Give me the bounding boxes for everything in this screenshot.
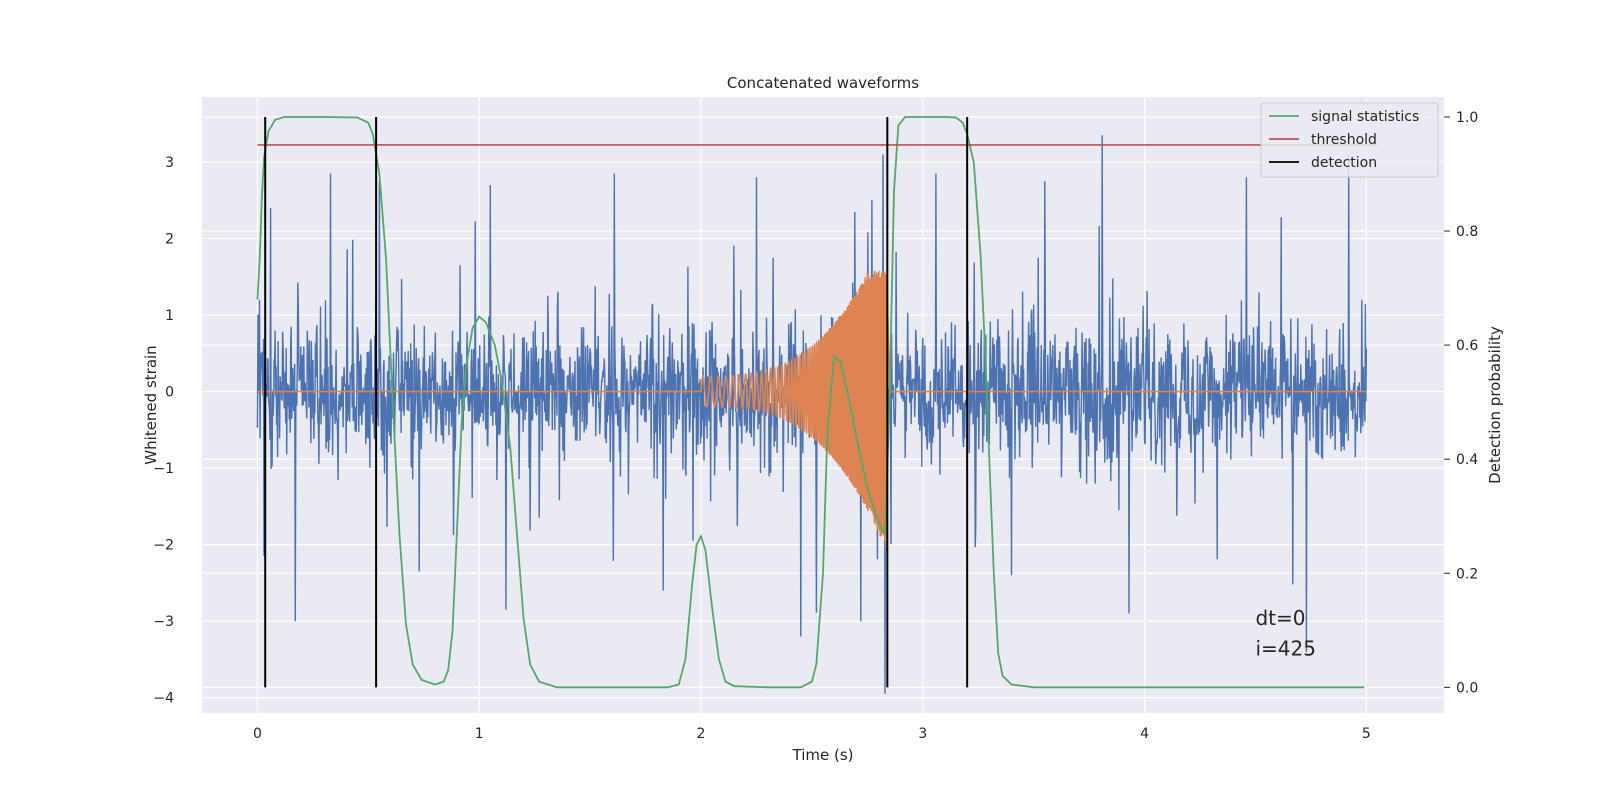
x-axis-title: Time (s)	[792, 746, 854, 764]
annotation-text: dt=0	[1255, 606, 1305, 630]
probability-series	[256, 116, 1378, 689]
x-tick-label: 4	[1140, 726, 1149, 742]
ticks: 0 1 2 3 4 5 −4 −3 −2 −1 0 1 2 3 0.0 0.2 0.4 0.6 0.8 1.0	[153, 110, 1478, 742]
y-tick-label: −1	[153, 461, 174, 477]
y-tick-label: 3	[165, 155, 174, 171]
annotation-text: i=425	[1255, 637, 1316, 661]
chart-title: Concatenated waveforms	[727, 74, 919, 92]
legend: signal statistics threshold detection	[1260, 102, 1439, 178]
y2-tick-label: 0.2	[1456, 566, 1478, 582]
y-tick-label: −2	[153, 538, 174, 554]
legend-label-detection: detection	[1311, 155, 1377, 171]
chirp-line	[257, 270, 1367, 551]
legend-box	[1260, 102, 1439, 178]
y-tick-label: −4	[153, 691, 174, 707]
signal-statistics-line	[256, 116, 1365, 689]
y2-tick-label: 0.0	[1456, 680, 1478, 696]
y2-tick-label: 1.0	[1456, 110, 1478, 126]
legend-label-signal-statistics: signal statistics	[1311, 109, 1419, 125]
x-tick-label: 5	[1362, 726, 1371, 742]
chirp-series	[257, 270, 1367, 551]
y2-tick-label: 0.6	[1456, 338, 1478, 354]
y-tick-label: 2	[165, 232, 174, 248]
y2-tick-label: 0.4	[1456, 452, 1478, 468]
y-axis-title: Whitened strain	[142, 345, 160, 464]
x-tick-label: 1	[475, 726, 484, 742]
y-tick-label: 0	[165, 385, 174, 401]
x-tick-label: 0	[253, 726, 262, 742]
x-tick-label: 3	[918, 726, 927, 742]
legend-label-threshold: threshold	[1311, 132, 1377, 148]
y2-tick-label: 0.8	[1456, 224, 1478, 240]
y-tick-label: 1	[165, 308, 174, 324]
y2-axis-title: Detection probability	[1486, 326, 1504, 484]
y-tick-label: −3	[153, 614, 174, 630]
x-tick-label: 2	[697, 726, 706, 742]
annotations: dt=0 i=425	[1255, 606, 1316, 661]
